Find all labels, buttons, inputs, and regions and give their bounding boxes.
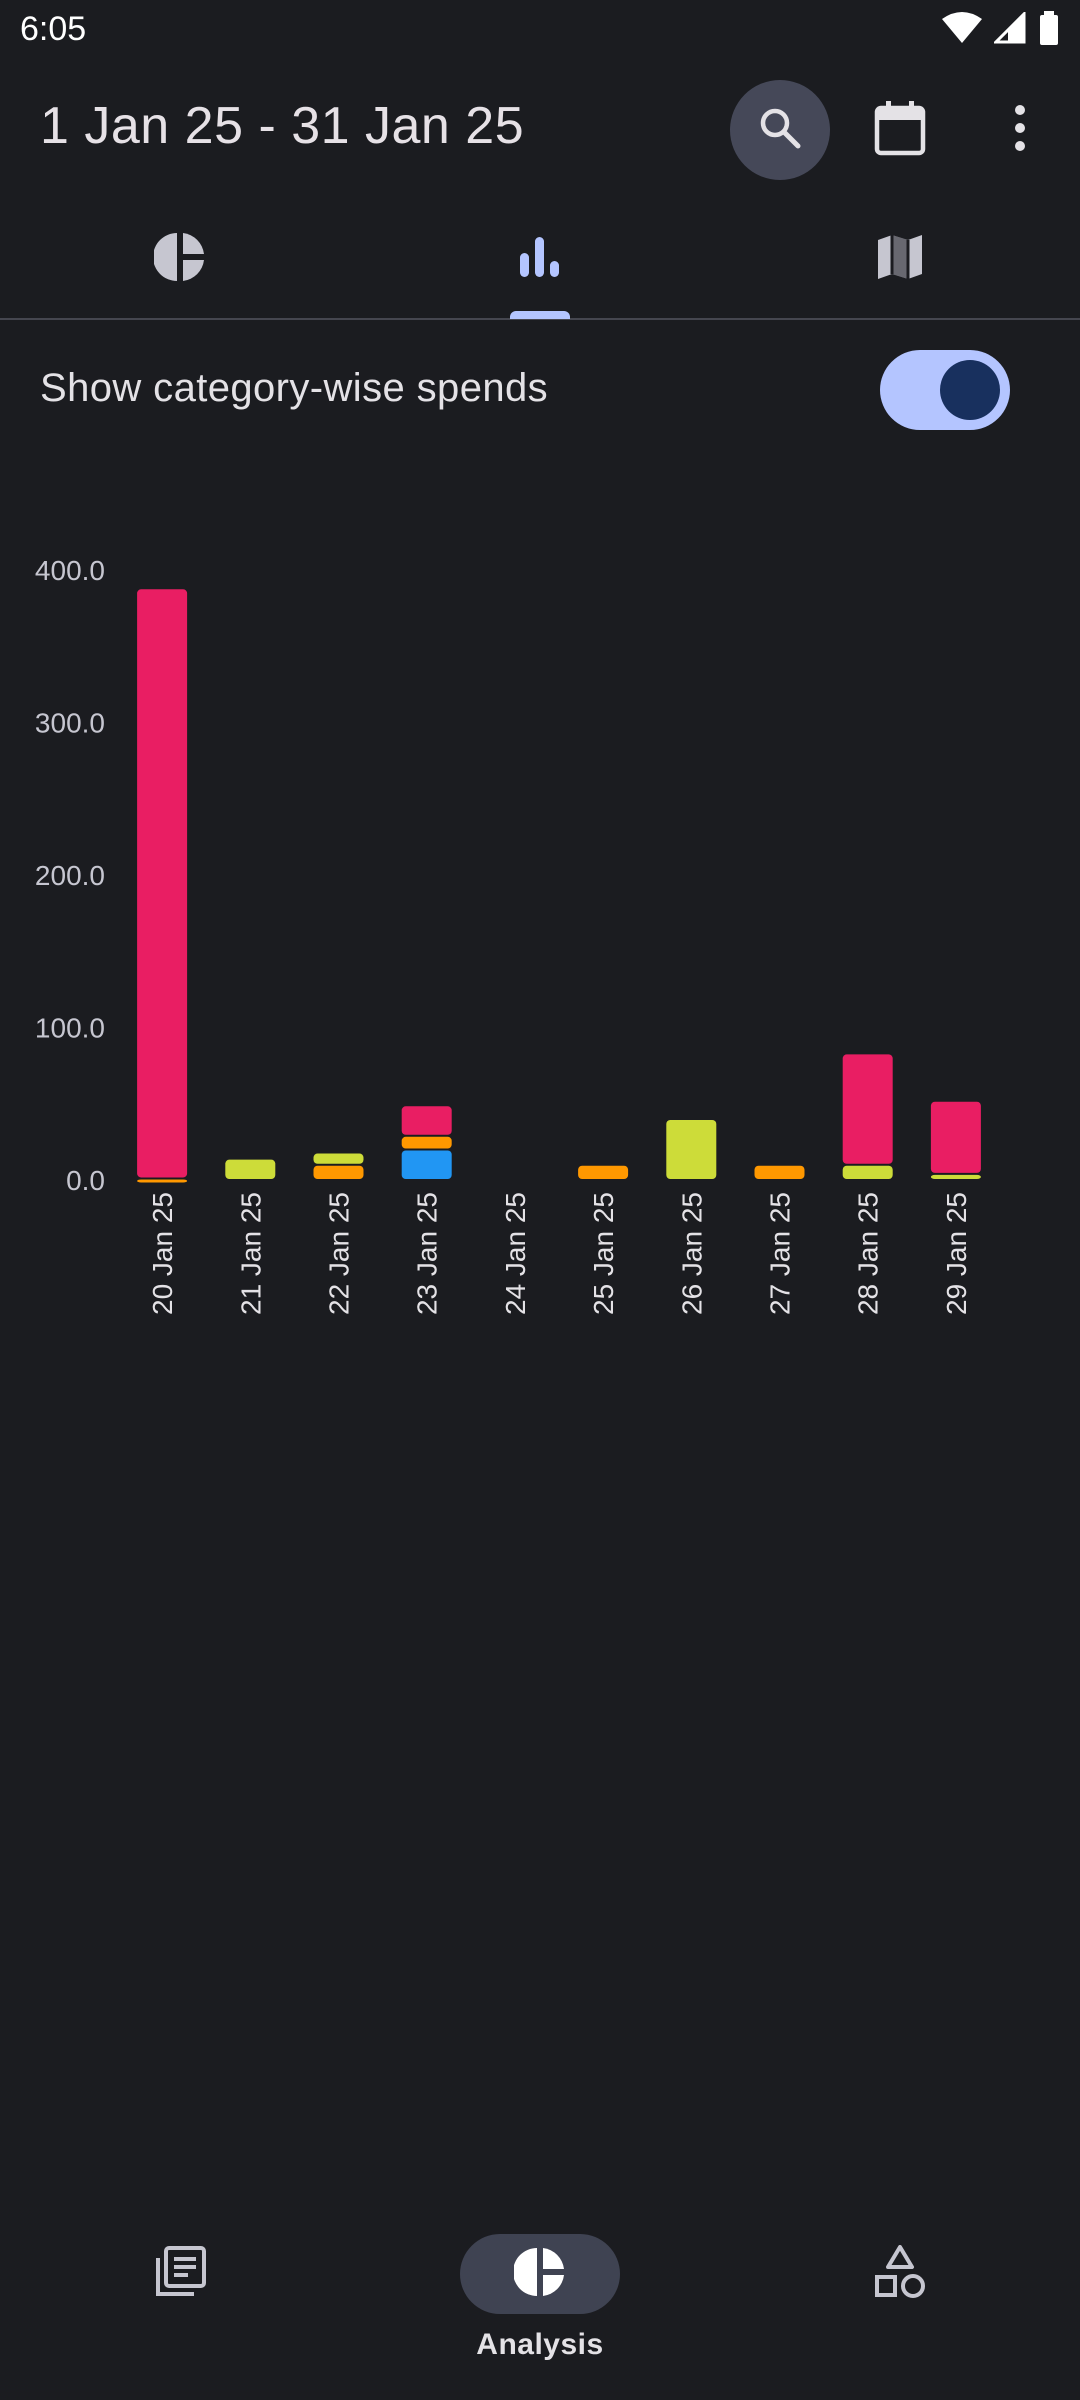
battery-icon <box>1038 10 1060 50</box>
search-icon <box>756 104 804 157</box>
chart-bar-segment[interactable] <box>225 1159 276 1179</box>
nav-label-analysis: Analysis <box>476 2328 604 2361</box>
category-wise-switch[interactable] <box>880 350 1010 430</box>
y-tick-label: 300.0 <box>35 708 105 739</box>
chart-bar-segment[interactable] <box>842 1054 893 1164</box>
nav-active-pill <box>460 2234 620 2314</box>
x-tick-label: 21 Jan 25 <box>235 1192 266 1315</box>
wifi-icon <box>942 11 982 50</box>
toggle-label: Show category-wise spends <box>40 366 549 410</box>
chart-bar-segment[interactable] <box>754 1165 805 1179</box>
more-options-button[interactable] <box>970 80 1070 180</box>
x-tick-label: 27 Jan 25 <box>765 1192 796 1315</box>
chart-bar-segment[interactable] <box>401 1136 452 1149</box>
pie-chart-icon <box>153 231 206 288</box>
calendar-button[interactable] <box>850 80 950 180</box>
search-button[interactable] <box>730 80 830 180</box>
chart-bar-segment[interactable] <box>666 1120 717 1179</box>
view-tabs <box>0 200 1080 320</box>
y-tick-label: 200.0 <box>35 860 105 891</box>
chart-bar-segment[interactable] <box>930 1101 981 1173</box>
chart-bar-segment[interactable] <box>578 1165 629 1179</box>
chart-bar-segment[interactable] <box>313 1153 364 1164</box>
nav-item-transactions[interactable] <box>0 2230 360 2380</box>
y-tick-label: 0.0 <box>66 1165 105 1196</box>
app-bar: 1 Jan 25 - 31 Jan 25 <box>0 60 1080 200</box>
x-tick-label: 24 Jan 25 <box>500 1192 531 1315</box>
y-tick-label: 100.0 <box>35 1013 105 1044</box>
category-toggle-row[interactable]: Show category-wise spends <box>0 330 1080 450</box>
daily-spend-chart: 0.0 100.0 200.0 300.0 400.0 20 Jan 25 21 Jan 2… <box>0 520 1080 1340</box>
x-tick-label: 26 Jan 25 <box>676 1192 707 1315</box>
nav-item-analysis[interactable]: Analysis <box>360 2230 720 2380</box>
status-icons <box>942 9 1060 50</box>
categories-icon <box>874 2244 926 2304</box>
x-tick-label: 23 Jan 25 <box>412 1192 443 1315</box>
nav-icon-wrap <box>140 2244 220 2304</box>
switch-thumb <box>940 360 1000 420</box>
x-tick-label: 22 Jan 25 <box>324 1192 355 1315</box>
tab-bar-chart[interactable] <box>360 200 720 318</box>
x-tick-label: 28 Jan 25 <box>853 1192 884 1315</box>
chart-bar-segment[interactable] <box>401 1106 452 1135</box>
x-tick-label: 20 Jan 25 <box>147 1192 178 1315</box>
chart-svg: 0.0 100.0 200.0 300.0 400.0 20 Jan 25 21 Jan 2… <box>35 555 981 1315</box>
chart-bar-segment[interactable] <box>137 1179 188 1183</box>
date-range-title[interactable]: 1 Jan 25 - 31 Jan 25 <box>40 97 525 155</box>
nav-item-categories[interactable] <box>720 2230 1080 2380</box>
chart-bar-segment[interactable] <box>842 1165 893 1179</box>
chart-bar-segment[interactable] <box>930 1174 981 1179</box>
tab-pie-chart[interactable] <box>0 200 360 318</box>
nav-icon-wrap <box>860 2244 940 2304</box>
chart-bar-segment[interactable] <box>401 1150 452 1180</box>
transactions-icon <box>154 2245 206 2303</box>
x-tick-label: 29 Jan 25 <box>941 1192 972 1315</box>
map-icon <box>876 234 924 285</box>
x-tick-label: 25 Jan 25 <box>588 1192 619 1315</box>
nav-icon-wrap <box>500 2244 580 2304</box>
signal-icon <box>992 9 1026 49</box>
more-vert-icon <box>1013 104 1027 157</box>
calendar-icon <box>874 100 926 161</box>
chart-bar-segment[interactable] <box>313 1165 364 1179</box>
status-time: 6:05 <box>20 10 87 48</box>
tab-indicator <box>510 311 570 319</box>
status-bar: 6:05 <box>0 0 1080 60</box>
analysis-icon <box>513 2246 566 2303</box>
tab-map[interactable] <box>720 200 1080 318</box>
bar-chart-icon <box>518 235 562 284</box>
y-tick-label: 400.0 <box>35 555 105 586</box>
chart-bar-segment[interactable] <box>137 589 188 1178</box>
bottom-navigation: Analysis <box>0 2200 1080 2400</box>
